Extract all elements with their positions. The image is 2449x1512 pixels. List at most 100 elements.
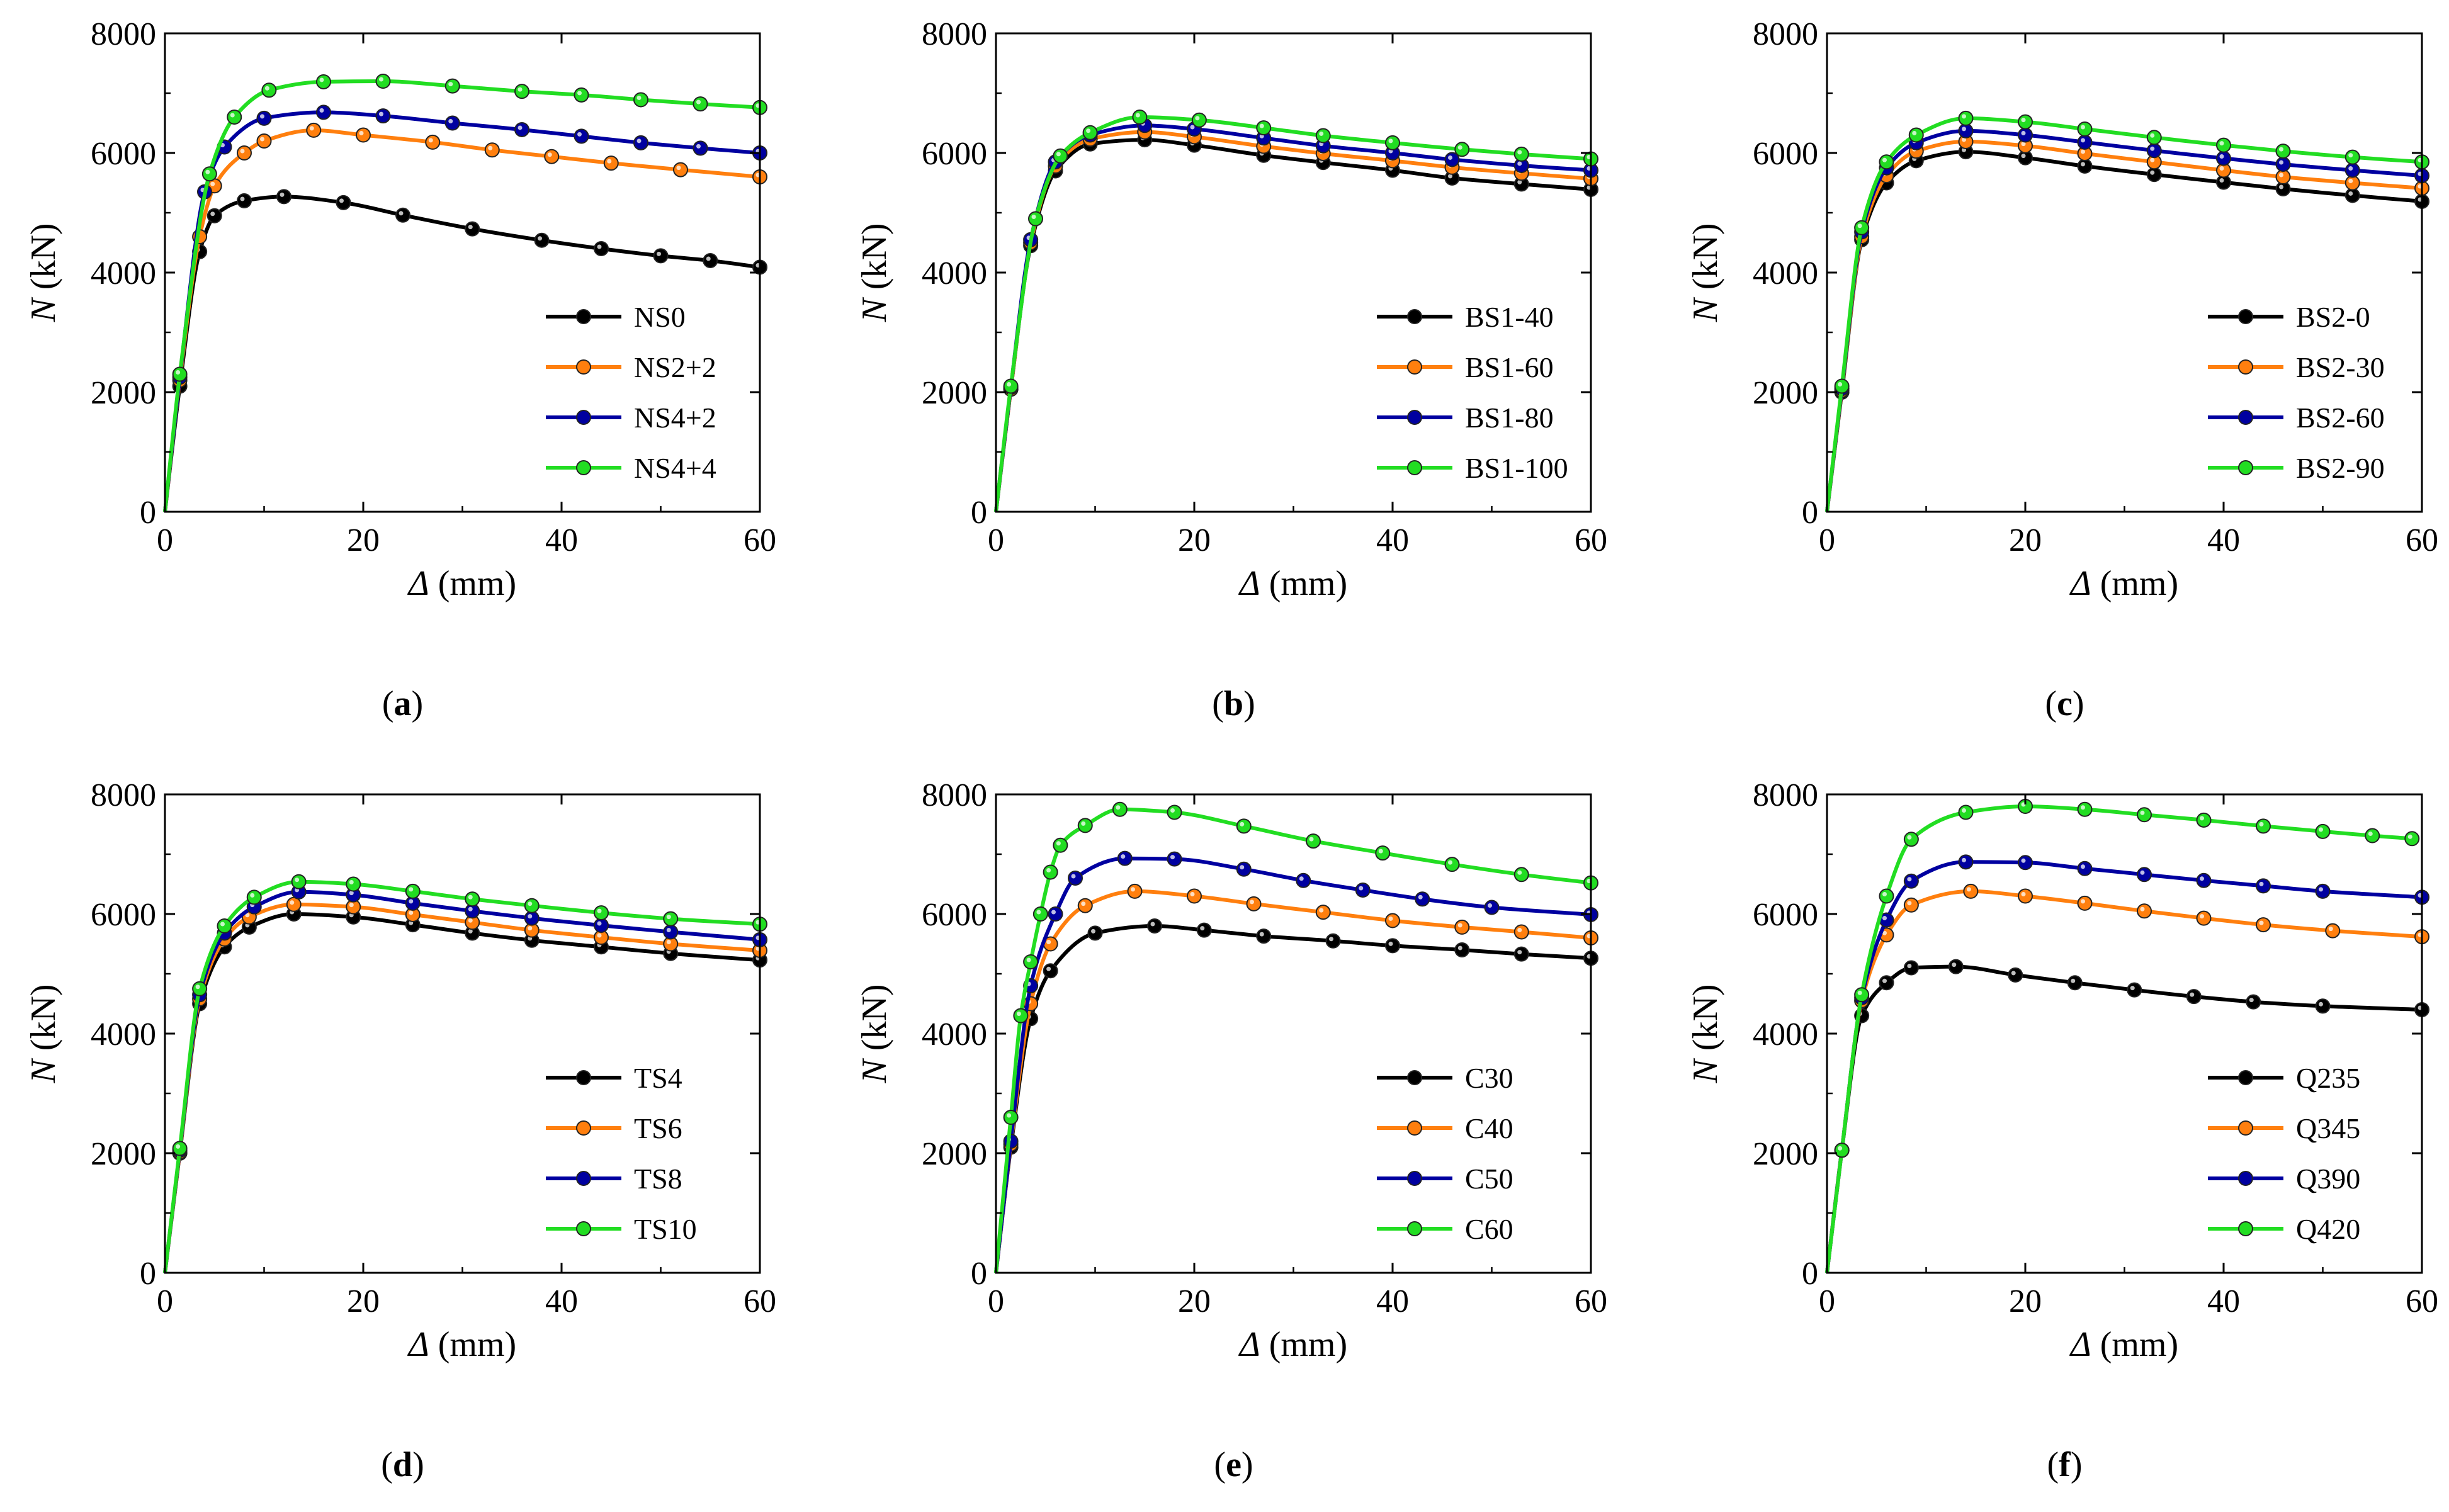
legend: Q235 Q345 Q390 Q420	[2208, 1062, 2360, 1245]
data-point-highlight	[1309, 837, 1314, 842]
data-point-highlight	[1907, 835, 1912, 840]
x-tick-label: 0	[988, 1284, 1004, 1319]
data-point-highlight	[379, 77, 383, 82]
caption-letter: c	[2057, 684, 2073, 723]
data-point-C60-10	[1236, 818, 1252, 834]
y-axis-unit: (kN)	[24, 223, 63, 298]
panel-caption: (e)	[1214, 1445, 1253, 1484]
data-point-NS2+2-11	[603, 155, 619, 171]
data-point-highlight	[1517, 179, 1522, 184]
data-point-highlight	[1907, 901, 1912, 906]
caption-close-paren: )	[2073, 684, 2084, 723]
legend-swatch-marker	[576, 1221, 591, 1236]
data-point-C60-1	[1003, 1110, 1019, 1125]
legend: TS4 TS6 TS8 TS10	[546, 1062, 697, 1245]
data-point-C60-2	[1013, 1008, 1029, 1024]
data-point-highlight	[2011, 971, 2016, 976]
data-point-highlight	[696, 144, 701, 149]
x-tick-label: 60	[744, 1284, 776, 1319]
series-BS1-100	[994, 110, 1598, 512]
data-point-BS2-60-5	[1958, 123, 1974, 138]
data-point-TS8-10	[594, 918, 609, 934]
data-point-highlight	[1051, 910, 1056, 915]
x-axis-title: Δ (mm)	[407, 1325, 516, 1364]
data-point-NS4+4-2	[201, 166, 217, 182]
x-axis-title: Δ (mm)	[2069, 564, 2178, 603]
data-point-highlight	[2081, 125, 2085, 130]
data-point-BS2-90-3	[1879, 154, 1894, 170]
data-point-highlight	[706, 256, 711, 261]
data-point-BS2-60-9	[2216, 150, 2231, 166]
data-point-highlight	[2279, 172, 2283, 178]
data-point-highlight	[1056, 841, 1061, 846]
data-point-BS2-60-7	[2077, 134, 2093, 150]
legend: C30 C40 C50 C60	[1377, 1062, 1513, 1245]
data-point-BS2-30-10	[2275, 169, 2291, 184]
plot-frame	[1826, 32, 2423, 513]
data-point-highlight	[1912, 131, 1917, 135]
data-point-Q235-6	[2008, 967, 2023, 983]
panel-caption: (a)	[382, 684, 423, 723]
y-axis-variable: N	[855, 1058, 894, 1084]
y-tick-label: 8000	[91, 777, 156, 813]
data-point-highlight	[2348, 166, 2353, 171]
data-point-highlight	[2021, 118, 2026, 123]
data-point-highlight	[657, 251, 661, 256]
data-point-BS2-90-4	[1908, 127, 1924, 143]
data-point-Q345-6	[2018, 888, 2033, 904]
legend: BS2-0 BS2-30 BS2-60 BS2-90	[2208, 301, 2385, 484]
panel-caption: (d)	[381, 1445, 424, 1484]
data-point-highlight	[1240, 821, 1245, 827]
y-axis-title: N (kN)	[1686, 223, 1725, 322]
data-point-Q235-7	[2067, 975, 2083, 991]
data-point-NS4+2-6	[375, 108, 391, 124]
data-point-highlight	[1388, 138, 1393, 144]
data-point-NS4+2-9	[574, 128, 589, 144]
data-point-Q420-13	[2404, 831, 2420, 847]
series-NS4+4	[163, 74, 767, 512]
data-point-C60-11	[1306, 833, 1321, 849]
data-point-highlight	[2259, 881, 2264, 886]
x-axis-title: Δ (mm)	[1238, 1325, 1347, 1364]
y-tick-label: 8000	[1753, 777, 1818, 813]
legend-label-BS2-90: BS2-90	[2296, 452, 2385, 484]
caption-open-paren: (	[381, 1445, 393, 1484]
data-point-highlight	[1081, 901, 1086, 906]
data-point-highlight	[2081, 138, 2085, 143]
data-point-highlight	[547, 152, 552, 157]
data-point-BS2-0-11	[2344, 188, 2360, 203]
data-point-highlight	[1056, 152, 1061, 157]
data-point-highlight	[2081, 864, 2085, 869]
data-point-TS10-6	[346, 876, 361, 892]
x-axis-unit: (mm)	[2091, 1325, 2178, 1364]
data-point-highlight	[240, 149, 245, 154]
legend-swatch-marker	[1407, 1221, 1422, 1236]
data-point-BS2-90-2	[1854, 220, 1870, 235]
y-axis-variable: N	[24, 1058, 63, 1084]
data-point-C50-9	[1355, 883, 1371, 898]
legend-label-NS2+2: NS2+2	[634, 351, 716, 383]
data-point-highlight	[2021, 154, 2026, 159]
legend-swatch-marker	[2238, 1171, 2253, 1186]
data-point-highlight	[2200, 816, 2204, 821]
legend-swatch-marker	[2238, 410, 2253, 425]
data-point-highlight	[1250, 900, 1254, 905]
data-point-highlight	[1907, 964, 1912, 968]
data-point-highlight	[2150, 133, 2155, 138]
data-point-NS0-12	[703, 253, 718, 268]
legend: BS1-40 BS1-60 BS1-80 BS1-100	[1377, 301, 1568, 484]
y-axis-unit: (kN)	[24, 984, 63, 1059]
x-axis-variable: Δ	[2069, 564, 2091, 603]
legend-swatch-marker	[576, 410, 591, 425]
data-point-NS4+2-5	[316, 104, 331, 120]
legend-label-BS1-80: BS1-80	[1465, 402, 1554, 434]
data-point-C30-5	[1147, 918, 1162, 934]
data-point-highlight	[319, 108, 324, 113]
data-point-highlight	[2259, 920, 2264, 925]
data-point-highlight	[1448, 860, 1452, 865]
data-point-highlight	[468, 225, 473, 230]
series-C50	[994, 850, 1598, 1273]
data-point-BS2-60-10	[2275, 157, 2291, 172]
data-point-highlight	[2150, 146, 2155, 151]
data-point-highlight	[2348, 191, 2353, 196]
